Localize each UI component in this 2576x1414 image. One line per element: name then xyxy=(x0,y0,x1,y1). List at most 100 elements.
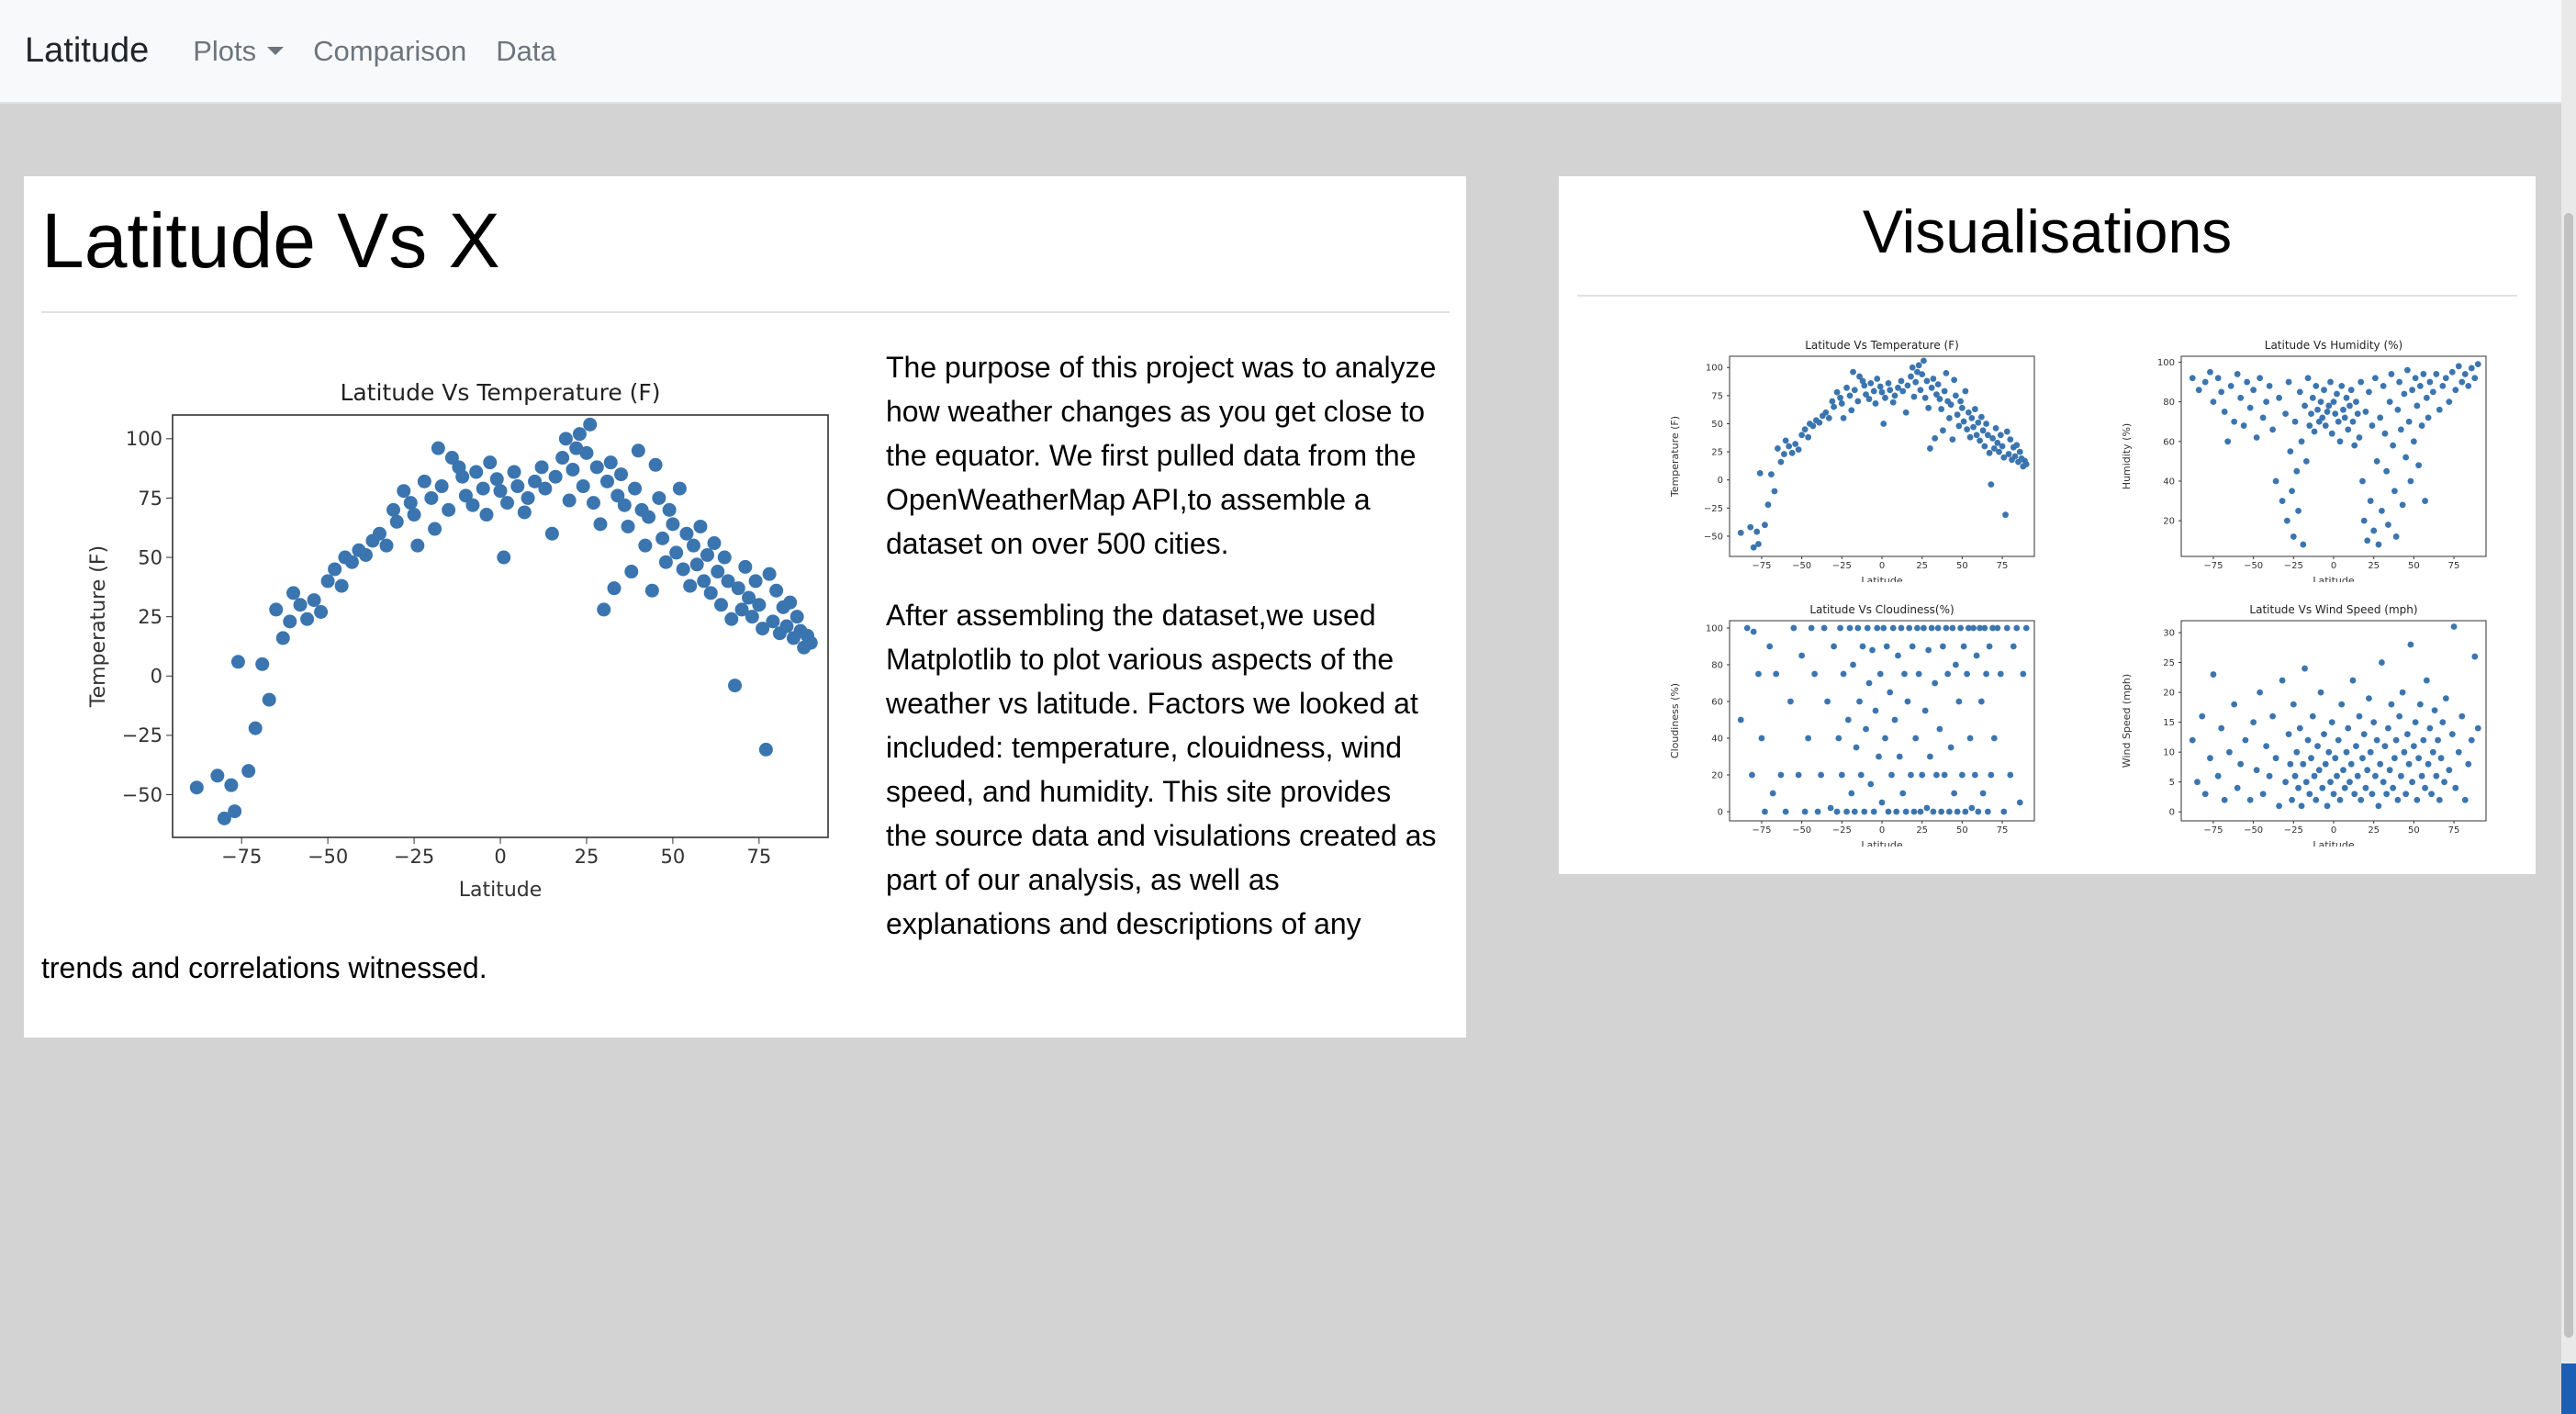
scatter-point xyxy=(300,612,315,626)
scatter-point xyxy=(1856,373,1863,380)
scatter-point xyxy=(2428,791,2435,798)
y-tick-label: 100 xyxy=(1706,364,1723,374)
scatter-point xyxy=(2237,394,2245,401)
cloudiness-mini-chart[interactable]: Latitude Vs Cloudiness(%) −75 −50 −25 0 25 50 7… xyxy=(1669,600,2036,847)
scatter-point xyxy=(1864,624,1871,632)
scatter-point xyxy=(2381,430,2389,437)
scatter-point xyxy=(2290,533,2297,540)
nav-comparison[interactable]: Comparison xyxy=(313,34,467,67)
scatter-point xyxy=(1795,771,1802,779)
y-tick-label: 0 xyxy=(1718,808,1723,818)
scatter-point xyxy=(2334,772,2340,780)
scatter-point xyxy=(2369,422,2376,429)
scatter-point xyxy=(1882,394,1888,401)
scatter-point xyxy=(1831,403,1837,410)
scatter-point xyxy=(407,508,421,522)
scatter-point xyxy=(1838,771,1845,779)
x-tick-label: 75 xyxy=(1997,561,2009,571)
scatter-point xyxy=(507,465,521,479)
scatter-point xyxy=(1955,422,1963,430)
scatter-point xyxy=(2315,767,2323,774)
x-tick-label: 0 xyxy=(2331,825,2336,836)
scatter-point xyxy=(1902,808,1910,815)
wind-speed-mini-chart[interactable]: Latitude Vs Wind Speed (mph) −75 −50 −25 0 25… xyxy=(2121,600,2488,847)
scatter-point xyxy=(379,538,394,553)
scatter-point xyxy=(1999,443,2006,450)
scatter-point xyxy=(2458,378,2466,386)
scatter-point xyxy=(2325,402,2333,410)
scatter-point xyxy=(1979,427,1987,434)
scatter-point xyxy=(2300,541,2307,548)
scatter-point xyxy=(2338,382,2346,389)
scatter-point xyxy=(1805,735,1812,742)
scatter-point xyxy=(1938,808,1945,815)
humidity-mini-chart[interactable]: Latitude Vs Humidity (%) −75 −50 −25 0 25 50 75… xyxy=(2121,336,2488,582)
scatter-point xyxy=(2298,802,2305,810)
scatter-point xyxy=(1988,771,1995,779)
scatter-point xyxy=(1872,400,1879,407)
x-tick-label: −75 xyxy=(2203,825,2223,836)
temperature-mini-chart[interactable]: Latitude Vs Temperature (F) −75 −50 −25 0 25 5… xyxy=(1669,336,2036,582)
scatter-point xyxy=(2287,448,2294,455)
window-corner xyxy=(2561,1364,2576,1414)
scatter-point xyxy=(1769,790,1776,797)
scatter-point xyxy=(593,517,608,532)
scrollbar-thumb[interactable] xyxy=(2564,213,2573,1338)
scatter-point xyxy=(658,555,673,569)
scatter-point xyxy=(721,574,735,589)
scatter-point xyxy=(1850,661,1856,668)
scatter-point xyxy=(2347,760,2355,768)
analysis-line: speed, and humidity. This site provides xyxy=(886,775,1392,808)
scatter-point xyxy=(2289,796,2295,803)
scatter-point xyxy=(2415,755,2423,762)
scatter-point xyxy=(2304,375,2312,382)
scatter-point xyxy=(1912,378,1920,386)
scatter-point xyxy=(2306,422,2313,429)
scatter-point xyxy=(2322,760,2329,768)
plot-frame xyxy=(1729,620,2035,822)
scatter-point xyxy=(1891,716,1898,724)
scatter-point xyxy=(1919,371,1926,377)
scatter-point xyxy=(783,595,798,610)
scatter-point xyxy=(1970,624,1977,632)
x-tick-label: 0 xyxy=(494,846,506,868)
scatter-point xyxy=(1861,808,1868,815)
x-axis-label: Latitude xyxy=(2313,575,2355,582)
y-tick-label: 100 xyxy=(1706,624,1723,634)
scatter-point xyxy=(1952,392,1959,399)
scatter-point xyxy=(2442,375,2449,382)
scatter-point xyxy=(2375,802,2382,810)
scatter-point xyxy=(1755,541,1762,547)
y-axis-label: Cloudiness (%) xyxy=(1669,683,1681,758)
scatter-point xyxy=(2426,378,2434,386)
scatter-point xyxy=(2468,365,2475,372)
x-tick-label: 50 xyxy=(2408,561,2420,571)
scatter-point xyxy=(497,550,511,565)
scatter-point xyxy=(666,517,680,532)
analysis-paragraph-tail: trends and correlations witnessed. xyxy=(41,951,487,984)
analysis-paragraph: After assembling the dataset,we used Mat… xyxy=(886,593,1464,946)
scatter-point xyxy=(2351,442,2358,449)
visualisations-title: Visualisations xyxy=(1862,197,2233,265)
scatter-point xyxy=(2379,659,2385,666)
nav-data[interactable]: Data xyxy=(496,34,556,67)
scatter-point xyxy=(1964,670,1971,678)
chart-title: Latitude Vs Wind Speed (mph) xyxy=(2249,603,2417,616)
scatter-point xyxy=(2224,438,2232,445)
x-tick-label: −50 xyxy=(1792,561,1811,571)
y-tick-label: 40 xyxy=(1711,735,1723,745)
scatter-point xyxy=(1851,387,1858,394)
scatter-point xyxy=(1977,698,1985,705)
scatter-point xyxy=(431,441,445,455)
scatter-point xyxy=(2383,467,2391,475)
scatter-point xyxy=(1908,373,1914,380)
scatter-point xyxy=(1896,753,1903,760)
scatter-point xyxy=(2396,378,2403,386)
scatter-point xyxy=(1932,679,1939,687)
nav-plots-dropdown[interactable]: Plots xyxy=(193,35,285,68)
scatter-point xyxy=(2436,796,2443,803)
scatter-point xyxy=(1833,808,1841,815)
navbar-brand[interactable]: Latitude xyxy=(25,31,150,70)
scatter-point xyxy=(2302,457,2310,465)
scatter-point xyxy=(428,522,442,536)
